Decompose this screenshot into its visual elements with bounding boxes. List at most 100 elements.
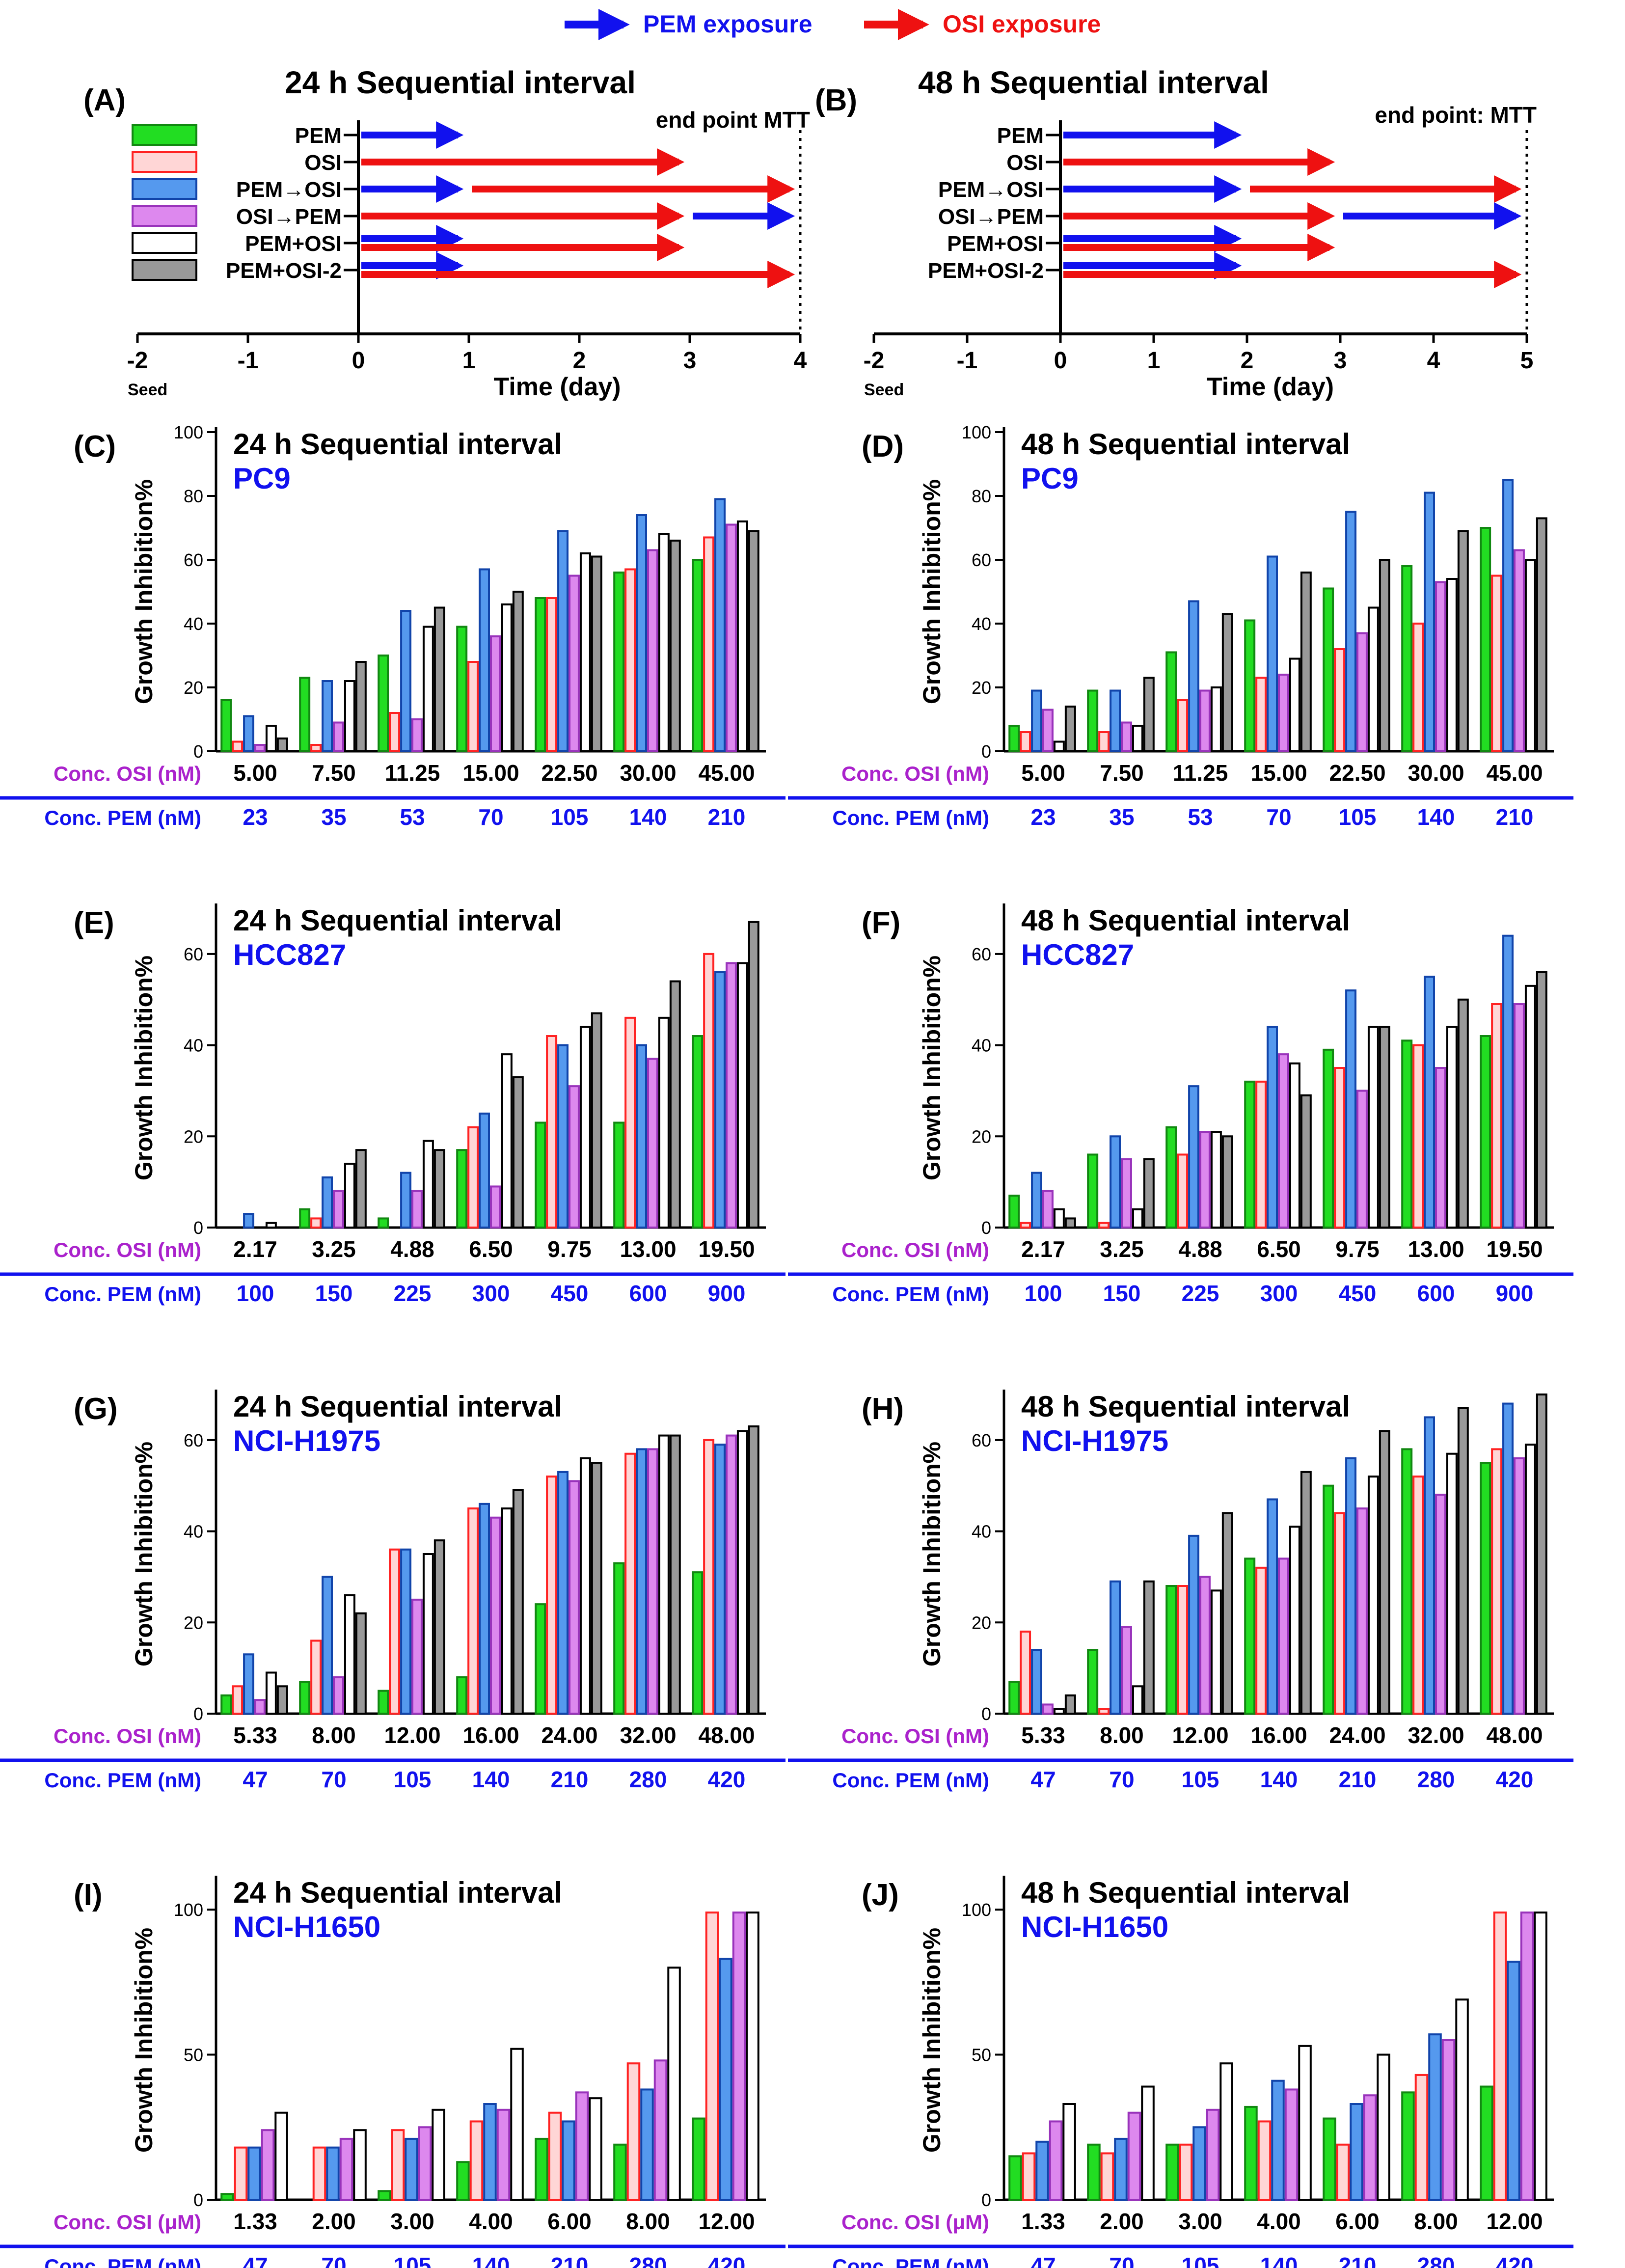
bar-osi <box>1179 2143 1193 2201</box>
row-label: PEM+OSI-2 <box>928 259 1044 283</box>
bar-pem-osi-2 <box>512 1076 524 1229</box>
pem-conc-value: 35 <box>1109 804 1134 830</box>
panel-label: (D) <box>862 430 904 464</box>
osi-conc-value: 22.50 <box>541 760 597 786</box>
bar-pem-osi <box>322 1576 333 1715</box>
bar-pem <box>692 559 704 752</box>
bar-pem-osi <box>1446 578 1458 752</box>
bar-pem-osi <box>1524 559 1536 752</box>
bar-pem-osi <box>422 1553 434 1715</box>
bar-osi <box>1020 1222 1031 1229</box>
y-tick-label: 40 <box>184 614 203 634</box>
bar-osi <box>1412 1044 1424 1229</box>
bar-pem <box>1087 1649 1099 1715</box>
osi-conc-value: 45.00 <box>1486 760 1543 786</box>
pem-conc-value: 47 <box>1030 2253 1056 2268</box>
bar-pem-osi <box>344 680 355 752</box>
bar-osi-pem <box>1435 581 1446 752</box>
bar-pem <box>1008 1681 1020 1715</box>
bar-osi <box>391 2129 405 2201</box>
y-tick-label: 0 <box>981 2190 991 2210</box>
pem-conc-title: Conc. PEM (nM) <box>44 806 201 829</box>
bar-pem <box>378 1217 389 1229</box>
bar-osi-pem <box>1363 2094 1377 2201</box>
bar-pem-osi-2 <box>1300 572 1312 752</box>
time-tick-label: 3 <box>683 348 697 374</box>
cell-line-label: NCI-H1975 <box>1021 1424 1168 1457</box>
time-tick-label: 5 <box>1520 348 1534 374</box>
pem-conc-value: 70 <box>321 2253 346 2268</box>
osi-conc-title: Conc. OSI (μM) <box>841 2211 989 2234</box>
pem-conc-value: 105 <box>1182 1767 1219 1792</box>
bar-pem-osi <box>714 1444 726 1715</box>
bar-pem-osi <box>247 2146 261 2201</box>
y-axis-title: Growth Inhibition% <box>130 956 158 1180</box>
endpoint-label: end point: MTT <box>1375 102 1537 128</box>
bar-osi-pem <box>1049 2120 1063 2201</box>
bar-pem-osi <box>243 715 255 752</box>
y-axis-title: Growth Inhibition% <box>130 1928 158 2153</box>
bar-osi-pem <box>1278 674 1289 752</box>
pem-conc-value: 420 <box>1496 1767 1534 1792</box>
bar-osi-pem <box>490 635 501 752</box>
bar-pem-osi <box>1345 511 1356 752</box>
pem-conc-value: 450 <box>1339 1281 1377 1306</box>
osi-conc-value: 3.25 <box>1100 1236 1144 1262</box>
bar-pem-osi-2 <box>748 530 759 752</box>
osi-conc-value: 1.33 <box>1021 2209 1065 2234</box>
osi-conc-value: 5.33 <box>1021 1722 1065 1748</box>
bar-pem <box>1087 1153 1099 1229</box>
time-tick-label: -2 <box>864 348 885 374</box>
bar-pem-osi <box>432 2108 445 2201</box>
pem-conc-value: 210 <box>551 2253 589 2268</box>
bar-osi <box>1334 1067 1346 1229</box>
bar-pem-osi <box>1053 740 1065 752</box>
row-label: PEM <box>997 124 1044 148</box>
pem-conc-value: 100 <box>1025 1281 1062 1306</box>
bar-pem-osi-2 <box>355 661 367 752</box>
bar-pem-osi <box>636 514 647 752</box>
bar-pem <box>1323 1484 1334 1715</box>
y-tick-label: 20 <box>972 1612 991 1633</box>
bar-pem-osi <box>1446 1452 1458 1715</box>
bar-pem-osi-2 <box>669 540 681 752</box>
osi-conc-title: Conc. OSI (μM) <box>54 2211 201 2234</box>
bar-osi-pem <box>1514 549 1525 752</box>
bar-osi-pem <box>1356 1507 1368 1715</box>
bar-pem <box>456 626 468 752</box>
bar-pem-osi <box>1188 600 1199 752</box>
endpoint-label: end point MTT <box>656 107 810 133</box>
bar-pem <box>1244 1080 1256 1229</box>
cell-line-label: HCC827 <box>1021 938 1134 971</box>
bar-pem <box>613 572 625 752</box>
bar-osi <box>1412 1476 1424 1715</box>
bar-pem-osi <box>1132 1685 1143 1715</box>
bar-pem <box>1480 2085 1493 2201</box>
bar-pem-osi <box>636 1044 647 1229</box>
bar-osi-pem <box>411 718 423 752</box>
bar-pem-osi <box>1267 1026 1278 1229</box>
legend-swatch <box>132 151 197 173</box>
bar-pem-osi <box>1350 2103 1363 2201</box>
y-tick-label: 0 <box>193 741 203 762</box>
bar-pem <box>1480 1035 1491 1229</box>
y-tick-label: 50 <box>972 2045 991 2065</box>
time-tick-label: 2 <box>573 348 586 374</box>
y-tick-label: 40 <box>184 1036 203 1056</box>
bar-pem-osi-2 <box>512 591 524 752</box>
bar-osi <box>703 1439 715 1715</box>
row-label: PEM+OSI <box>245 232 342 256</box>
bar-pem-osi-2 <box>1064 706 1076 752</box>
bar-osi-pem <box>1278 1558 1289 1715</box>
bar-osi-pem <box>261 2129 275 2201</box>
row-label: OSI <box>304 151 342 175</box>
pem-conc-value: 35 <box>321 804 346 830</box>
row-label: PEM+OSI <box>947 232 1044 256</box>
bar-pem <box>1244 1558 1256 1715</box>
bar-pem <box>692 1035 704 1229</box>
osi-conc-value: 9.75 <box>1335 1236 1380 1262</box>
bar-osi <box>234 2146 248 2201</box>
